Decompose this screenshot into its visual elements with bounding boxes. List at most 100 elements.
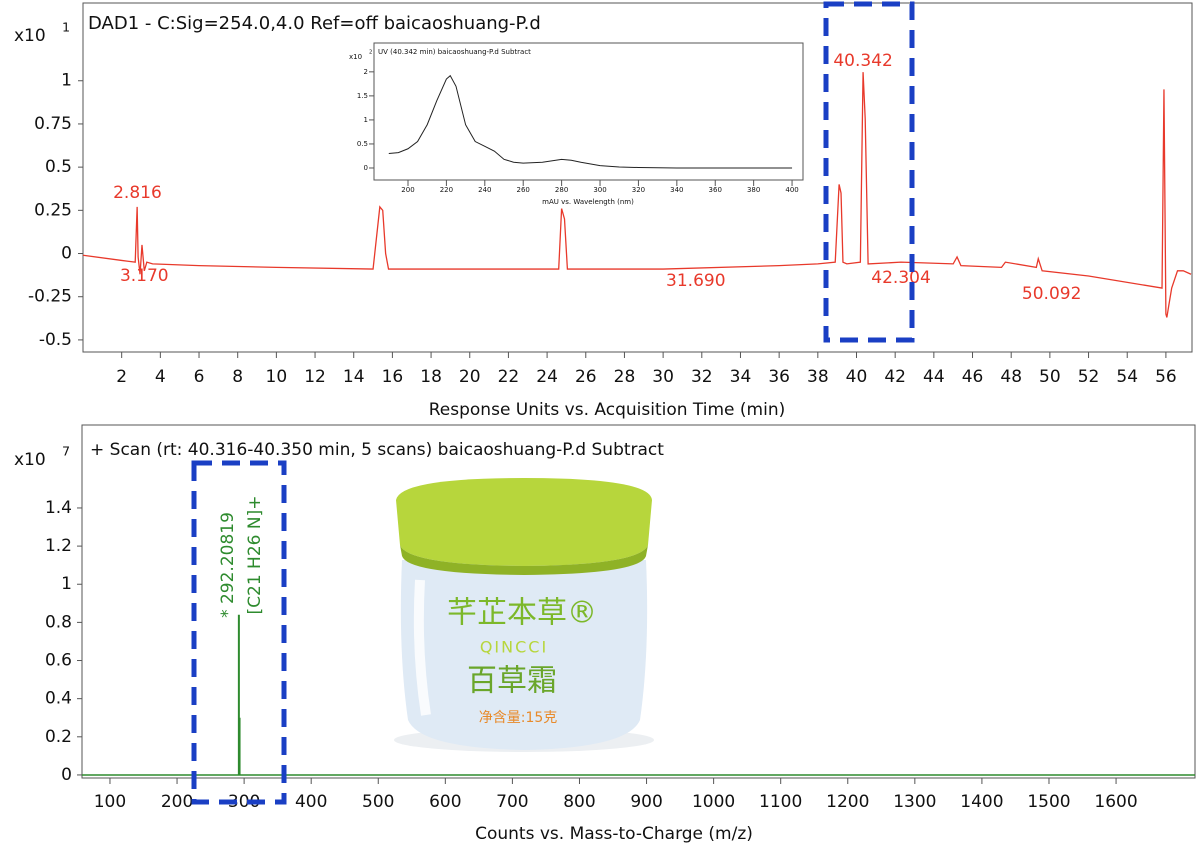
y-tick-label: 0.5 [45, 157, 72, 177]
x-tick-label: 12 [304, 367, 326, 387]
x-tick-label: 52 [1078, 367, 1100, 387]
x-tick-label: 16 [382, 367, 404, 387]
x-tick-label: 380 [747, 186, 760, 194]
x-tick-label: 200 [401, 186, 414, 194]
x-tick-label: 340 [670, 186, 683, 194]
product-name: 百草霜 [467, 664, 557, 699]
y-multiplier: x10 [349, 53, 362, 61]
y-tick-label: 0 [364, 164, 368, 172]
y-tick-label: 0 [61, 765, 72, 785]
x-tick-label: 300 [593, 186, 606, 194]
jar-highlight [413, 579, 431, 716]
peak-annotation: * 292.20819 [218, 512, 238, 618]
y-multiplier: x10 [14, 450, 46, 470]
x-tick-label: 40 [846, 367, 868, 387]
y-tick-label: 0.75 [34, 114, 72, 134]
y-tick-label: 0.8 [45, 612, 72, 632]
x-tick-label: 38 [807, 367, 829, 387]
x-tick-label: 1300 [893, 792, 936, 812]
x-tick-label: 18 [420, 367, 442, 387]
peak-label: 2.816 [113, 183, 162, 203]
x-tick-label: 44 [923, 367, 945, 387]
data-line [388, 74, 793, 169]
x-tick-label: 400 [785, 186, 798, 194]
peak-label: 42.304 [871, 268, 930, 288]
x-tick-label: 28 [614, 367, 636, 387]
y-tick-label: 0.5 [357, 140, 368, 148]
peak-label: 31.690 [666, 271, 725, 291]
x-tick-label: 1600 [1094, 792, 1137, 812]
x-tick-label: 700 [496, 792, 528, 812]
highlight-box [823, 1, 915, 343]
y-tick-label: -0.5 [39, 330, 72, 350]
x-axis-label: Counts vs. Mass-to-Charge (m/z) [475, 824, 753, 844]
x-tick-label: 50 [1039, 367, 1061, 387]
peak-label: 3.170 [120, 266, 169, 286]
y-tick-label: 1 [364, 116, 368, 124]
x-tick-label: 100 [94, 792, 126, 812]
y-tick-label: 0.4 [45, 689, 72, 709]
y-tick-label: -0.25 [28, 287, 72, 307]
x-tick-label: 6 [194, 367, 205, 387]
y-tick-label: 1.2 [45, 536, 72, 556]
y-exponent: 2 [369, 50, 372, 56]
x-tick-label: 10 [266, 367, 288, 387]
peak-annotation: [C21 H26 N]+ [245, 496, 265, 615]
x-tick-label: 900 [630, 792, 662, 812]
brand-latin: QINCCI [480, 638, 548, 657]
x-tick-label: 30 [652, 367, 674, 387]
x-tick-label: 360 [709, 186, 722, 194]
data-line [82, 72, 1192, 318]
x-tick-label: 14 [343, 367, 365, 387]
x-tick-label: 280 [555, 186, 568, 194]
x-tick-label: 34 [730, 367, 752, 387]
x-tick-label: 4 [155, 367, 166, 387]
x-tick-label: 26 [575, 367, 597, 387]
y-exponent: 1 [62, 21, 70, 36]
x-tick-label: 42 [884, 367, 906, 387]
x-tick-label: 1500 [1027, 792, 1070, 812]
x-tick-label: 220 [440, 186, 453, 194]
x-tick-label: 600 [429, 792, 461, 812]
peak-label: 50.092 [1022, 284, 1081, 304]
product-image: 芊芷本草® QINCCI 百草霜 净含量:15克 [394, 478, 654, 752]
x-axis-label: mAU vs. Wavelength (nm) [542, 198, 634, 206]
y-tick-label: 0.2 [45, 727, 72, 747]
x-tick-label: 1100 [759, 792, 802, 812]
x-tick-label: 1400 [960, 792, 1003, 812]
plot-frame [373, 42, 804, 181]
x-tick-label: 2 [116, 367, 127, 387]
y-tick-label: 2 [364, 68, 368, 76]
y-tick-label: 1.5 [357, 92, 368, 100]
y-tick-label: 0 [61, 244, 72, 264]
y-multiplier: x10 [14, 26, 46, 46]
x-tick-label: 1200 [826, 792, 869, 812]
x-tick-label: 8 [232, 367, 243, 387]
y-tick-label: 1 [61, 71, 72, 91]
x-tick-label: 260 [517, 186, 530, 194]
chart-title: DAD1 - C:Sig=254.0,4.0 Ref=off baicaoshu… [88, 13, 541, 34]
x-tick-label: 240 [478, 186, 491, 194]
y-exponent: 7 [62, 445, 70, 460]
x-tick-label: 56 [1155, 367, 1177, 387]
x-tick-label: 32 [691, 367, 713, 387]
x-tick-label: 500 [362, 792, 394, 812]
jar-lid [396, 478, 652, 566]
x-tick-label: 54 [1116, 367, 1138, 387]
x-tick-label: 22 [498, 367, 520, 387]
x-tick-label: 36 [768, 367, 790, 387]
highlight-box [191, 460, 287, 805]
y-tick-label: 1.4 [45, 498, 72, 518]
y-tick-label: 0.6 [45, 651, 72, 671]
y-tick-label: 1 [61, 574, 72, 594]
x-tick-label: 48 [1000, 367, 1022, 387]
x-tick-label: 320 [632, 186, 645, 194]
x-tick-label: 200 [161, 792, 193, 812]
x-tick-label: 46 [962, 367, 984, 387]
x-tick-label: 1000 [692, 792, 735, 812]
chart-title: UV (40.342 min) baicaoshuang-P.d Subtrac… [378, 48, 531, 56]
jar-lid-rim [400, 545, 648, 575]
x-tick-label: 24 [536, 367, 558, 387]
chart-title: + Scan (rt: 40.316-40.350 min, 5 scans) … [90, 440, 664, 460]
